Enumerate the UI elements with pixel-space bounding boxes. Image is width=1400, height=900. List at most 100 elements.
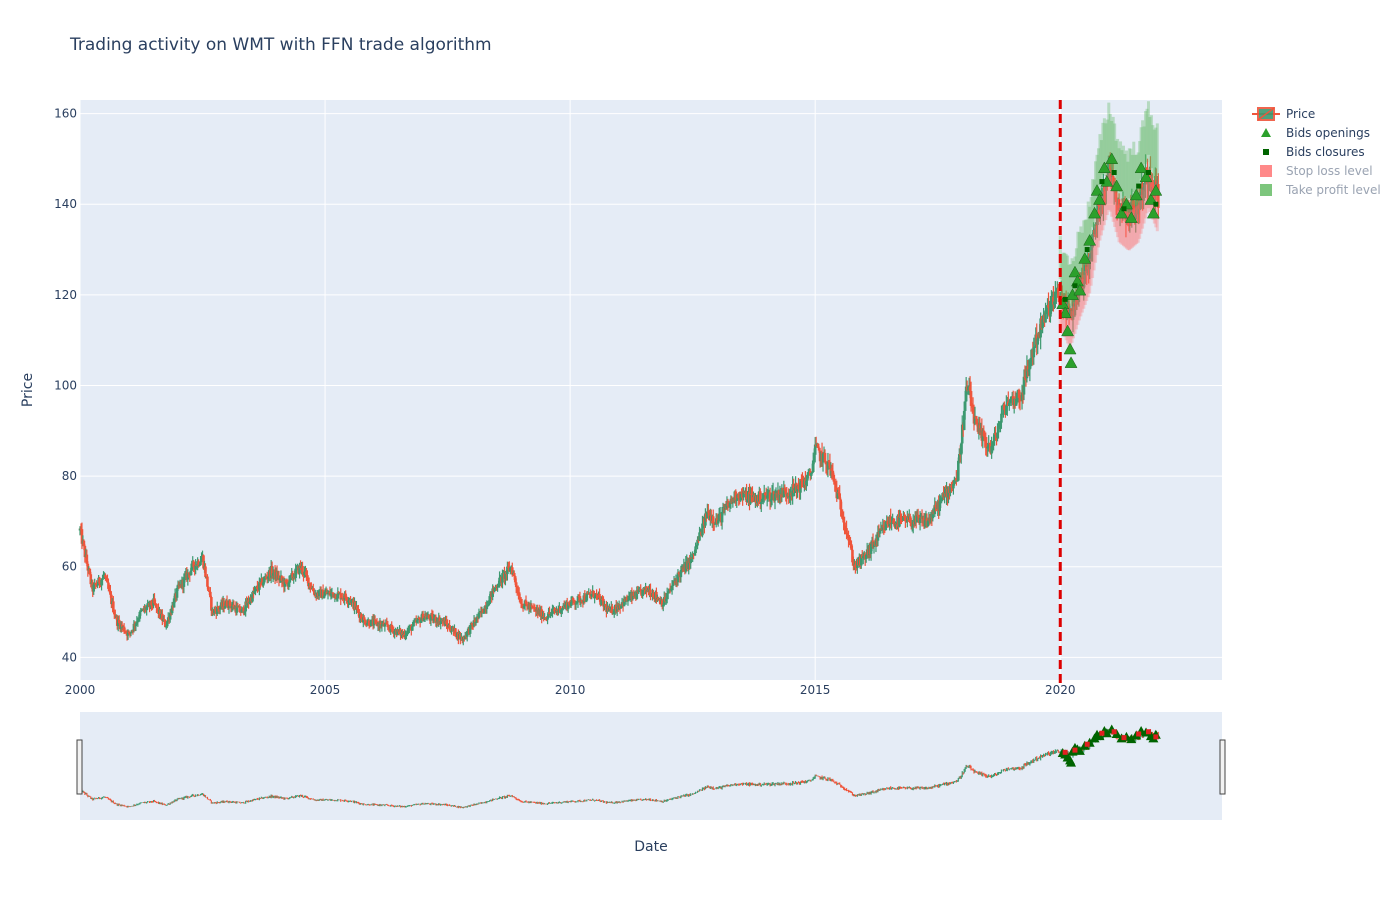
candle-body [187,572,191,574]
candle-body [199,561,202,565]
candle-body [1044,310,1047,323]
candle-body [549,614,552,616]
candle-body [717,513,721,521]
range-slider[interactable] [80,712,1222,820]
x-tick-label: 2005 [310,683,341,697]
take-profit-level [1132,141,1136,193]
stop-loss-level [1141,189,1145,229]
candle-body [521,607,525,609]
legend-item[interactable]: Bids closures [1263,145,1365,159]
take-profit-level [1116,138,1120,191]
stop-loss-level [1154,188,1158,228]
candle-body [556,610,559,612]
stop-loss-level [1136,204,1140,243]
legend-triangle-icon [1261,128,1271,137]
candle-body [615,607,619,612]
candle-body [949,485,952,493]
candle-body [576,596,580,603]
candle-body [411,621,415,627]
candle-body [592,591,595,598]
candle-body [337,592,341,594]
bid-closure-marker [1111,170,1117,175]
candle-body [926,520,930,527]
take-profit-level [1076,231,1080,276]
candle-body [1126,213,1130,215]
legend-label: Bids closures [1286,145,1365,159]
take-profit-level [1139,127,1143,179]
candle-body [955,478,958,481]
candle-body [812,454,816,461]
y-tick-label: 160 [54,107,77,121]
candle-body [805,480,808,486]
candle-body [575,602,579,604]
candle-body [816,443,820,448]
legend-item[interactable]: Price [1252,107,1315,121]
candle-body [992,440,995,444]
candle-body [742,491,745,498]
candle-body [637,589,641,593]
candle-body [101,578,104,580]
candle-body [362,617,366,621]
candle-body [768,492,772,502]
candle-body [517,592,521,600]
candle-body [1055,291,1058,294]
candle-body [1131,201,1135,206]
candle-body [108,588,111,591]
candle-body [560,609,563,613]
candle-body [694,546,697,554]
candle-body [213,609,217,611]
candle-body [959,443,963,455]
candle-body [109,590,112,595]
candle-body [593,597,596,599]
candle-body [667,588,671,593]
legend-item[interactable]: Take profit level [1260,183,1381,197]
y-tick-label: 80 [62,469,77,483]
candle-body [150,600,153,606]
candle-body [486,605,490,607]
candle-body [1028,362,1032,370]
take-profit-level [1101,122,1105,175]
candle-body [882,525,886,528]
candle-body [356,606,359,610]
candle-body [368,625,372,627]
candle-body [799,479,802,493]
range-slider-left-handle[interactable] [76,739,83,795]
candle-body [1009,396,1013,400]
candle-body [952,484,955,489]
candle-body [155,603,158,608]
candle-body [619,605,623,609]
bid-opening-marker [1073,283,1087,296]
candle-body [950,485,953,488]
candle-body [431,614,435,621]
candle-body [1123,209,1127,214]
candle-body [449,629,452,632]
stop-loss-level [1142,184,1146,224]
candle-body [322,595,326,599]
range-slider-right-handle[interactable] [1219,739,1226,795]
candle-body [1104,190,1107,192]
candle-body [962,410,966,430]
candle-body [711,516,715,524]
take-profit-level [1082,220,1086,266]
candle-body [197,561,200,566]
candle-body [519,602,523,604]
legend-item[interactable]: Bids openings [1261,126,1370,140]
legend-take-profit-icon [1260,184,1272,196]
bid-opening-marker [1115,206,1128,219]
candle-body [262,577,266,583]
candle-body [215,606,219,614]
take-profit-level [1091,179,1095,227]
candle-body [146,603,149,608]
bid-opening-marker [1061,324,1075,337]
y-axis-title: Price [20,373,36,407]
candle-body [841,516,844,520]
main-plot-area[interactable] [80,100,1222,680]
candle-body [531,606,535,608]
candle-body [240,609,244,613]
candle-body [242,607,246,614]
legend-item[interactable]: Stop loss level [1260,164,1373,178]
stop-loss-level [1132,208,1136,247]
candle-body [212,609,216,614]
candle-body [496,586,499,588]
candle-body [112,601,115,613]
